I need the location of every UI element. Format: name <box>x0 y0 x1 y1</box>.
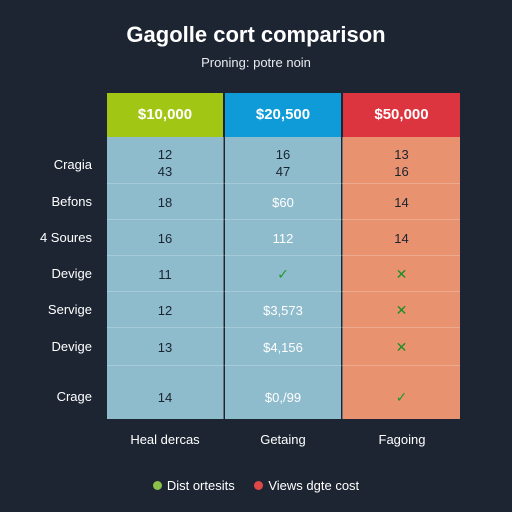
check-icon: ✓ <box>395 389 408 405</box>
comparison-table: $10,000 $20,500 $50,000 Cragia Befons 4 … <box>0 93 512 419</box>
legend: Dist ortesits Views dgte cost <box>0 478 512 493</box>
cross-icon: ✕ <box>395 339 408 355</box>
cross-icon: ✕ <box>395 302 408 318</box>
row-divider <box>107 183 460 184</box>
row-divider <box>107 327 460 328</box>
table-cell: 16 <box>157 231 173 246</box>
page-title: Gagolle cort comparison <box>126 22 386 47</box>
legend-label: Views dgte cost <box>268 478 360 493</box>
red-dot-icon <box>254 481 264 490</box>
row-label: Befons <box>51 194 92 209</box>
row-divider <box>107 291 460 292</box>
column-body-2 <box>225 137 341 419</box>
legend-item: Views dgte cost <box>254 478 359 493</box>
column-header-2: $20,500 <box>225 93 341 137</box>
table-cell: 16 47 <box>225 146 341 180</box>
table-cell: 13 16 <box>343 146 460 180</box>
column-body-3 <box>343 137 460 419</box>
column-divider <box>223 137 224 419</box>
legend-label: Dist ortesits <box>166 478 235 493</box>
row-label: 4 Soures <box>39 230 92 245</box>
column-divider <box>342 137 343 419</box>
table-cell: 14 <box>394 195 409 210</box>
table-cell: 14 <box>157 390 173 405</box>
table-cell: 18 <box>157 195 173 210</box>
table-cell: 112 <box>272 231 294 246</box>
table-cell: 14 <box>394 231 409 246</box>
table-cell: $0,/99 <box>264 390 302 405</box>
row-label: Cragia <box>53 157 92 172</box>
table-cell: $60 <box>272 195 294 210</box>
row-divider <box>107 365 460 366</box>
table-cell: $3,573 <box>263 303 303 318</box>
row-label: Devige <box>51 266 92 281</box>
row-label: Servige <box>47 302 92 317</box>
table-cell: 12 43 <box>107 146 223 180</box>
green-dot-icon <box>152 481 162 490</box>
cell-value: 13 16 <box>394 147 409 179</box>
cell-value: 12 43 <box>157 147 173 179</box>
column-header-1: $10,000 <box>107 93 223 137</box>
page-subtitle: Proning: potre noin <box>201 55 311 70</box>
column-body-1 <box>107 137 223 419</box>
table-cell: $4,156 <box>263 340 303 355</box>
legend-item: Dist ortesits <box>152 478 235 493</box>
table-cell: 13 <box>157 340 173 355</box>
table-cell: 11 <box>158 267 172 282</box>
row-label: Crage <box>56 389 92 404</box>
table-cell: 12 <box>157 303 173 318</box>
row-label: Devige <box>51 339 92 354</box>
column-footer: Getaing <box>260 432 306 447</box>
column-footer: Heal dercas <box>130 432 200 447</box>
cell-value: 16 47 <box>275 147 291 179</box>
cross-icon: ✕ <box>395 266 408 282</box>
check-icon: ✓ <box>277 266 289 282</box>
column-footer: Fagoing <box>378 432 426 447</box>
row-divider <box>107 219 460 220</box>
row-divider <box>107 255 460 256</box>
column-header-3: $50,000 <box>343 93 460 137</box>
